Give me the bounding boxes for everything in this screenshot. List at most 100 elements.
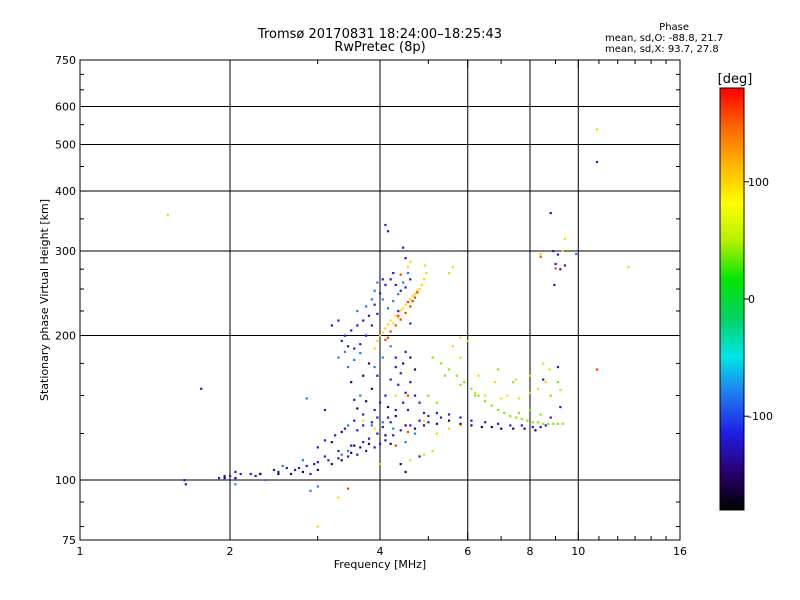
data-point	[496, 368, 500, 371]
data-point	[531, 425, 534, 429]
y-axis-label: Stationary phase Virtual Height [km]	[38, 199, 51, 401]
data-point	[459, 422, 462, 425]
data-point	[575, 252, 578, 256]
data-point	[427, 394, 430, 397]
data-point	[316, 468, 319, 472]
data-point	[423, 264, 426, 267]
data-point	[394, 414, 397, 418]
data-point	[386, 405, 390, 409]
data-point	[559, 268, 562, 271]
chart-title: Tromsø 20170831 18:24:00–18:25:43	[257, 27, 503, 42]
data-point	[500, 397, 503, 400]
y-tick-label: 200	[55, 330, 76, 343]
data-point	[389, 330, 392, 333]
data-point	[455, 374, 458, 377]
colorbar-tick-label: -100	[748, 410, 773, 423]
data-point	[343, 334, 347, 337]
data-point	[343, 350, 347, 353]
data-point	[362, 424, 365, 427]
data-point	[404, 286, 407, 289]
x-tick-label: 1	[77, 545, 84, 558]
data-point	[447, 368, 451, 371]
data-point	[447, 427, 451, 430]
data-point	[553, 283, 556, 287]
data-point	[409, 381, 412, 384]
data-point	[422, 278, 426, 281]
data-point	[404, 441, 407, 444]
data-point	[459, 383, 462, 386]
data-point	[552, 422, 555, 425]
data-point	[367, 314, 371, 317]
data-point	[340, 459, 343, 462]
data-point	[517, 397, 521, 400]
data-point	[379, 334, 382, 337]
data-point	[406, 271, 410, 275]
data-point	[422, 411, 426, 415]
data-point	[365, 305, 368, 308]
data-point	[409, 260, 412, 263]
data-point	[394, 324, 397, 327]
data-point	[431, 449, 434, 453]
data-point	[413, 394, 417, 397]
data-point	[293, 468, 297, 472]
colorbar-gradient	[719, 87, 745, 511]
data-point	[536, 387, 540, 390]
data-point	[337, 319, 340, 322]
data-point	[470, 424, 473, 427]
data-point	[379, 442, 382, 445]
data-point	[356, 407, 359, 410]
data-point	[439, 362, 443, 365]
data-point	[392, 434, 395, 437]
data-point	[249, 472, 252, 476]
data-point	[234, 483, 237, 486]
phase-stats-o: mean, sd,O: -88.8, 21.7	[605, 33, 724, 44]
data-point	[373, 427, 376, 430]
data-point	[500, 427, 503, 430]
data-point	[381, 421, 384, 424]
data-point	[506, 394, 509, 397]
data-point	[418, 455, 421, 458]
data-point	[544, 424, 547, 427]
data-point	[406, 265, 410, 269]
data-point	[381, 278, 384, 281]
data-point	[394, 283, 397, 287]
data-point	[362, 441, 365, 444]
data-point	[425, 271, 428, 275]
data-point	[556, 365, 560, 369]
data-point	[217, 476, 221, 480]
data-point	[350, 381, 353, 384]
data-point	[503, 411, 506, 415]
data-point	[254, 474, 257, 478]
data-point	[451, 345, 455, 348]
data-point	[529, 374, 532, 377]
data-point	[389, 421, 392, 424]
data-point	[362, 413, 365, 416]
data-point	[373, 365, 376, 369]
data-point	[406, 300, 410, 304]
data-point	[365, 400, 368, 403]
data-point	[346, 455, 350, 458]
data-point	[223, 474, 226, 478]
data-point	[362, 319, 365, 322]
y-tick-label: 75	[62, 534, 76, 547]
data-point	[376, 374, 379, 377]
data-point	[595, 128, 599, 131]
data-point	[389, 319, 392, 322]
data-point	[539, 425, 542, 429]
data-point	[399, 289, 402, 292]
data-point	[402, 281, 405, 284]
points-layer	[166, 128, 630, 528]
data-point	[394, 314, 397, 317]
data-point	[386, 336, 390, 339]
data-point	[330, 324, 333, 327]
data-point	[404, 424, 407, 427]
data-point	[549, 212, 552, 215]
data-point	[297, 466, 301, 470]
data-point	[350, 329, 353, 332]
data-point	[323, 408, 327, 412]
data-point	[544, 381, 547, 384]
data-point	[281, 464, 284, 468]
data-point	[413, 427, 417, 430]
data-point	[397, 309, 400, 313]
data-point	[435, 411, 438, 415]
